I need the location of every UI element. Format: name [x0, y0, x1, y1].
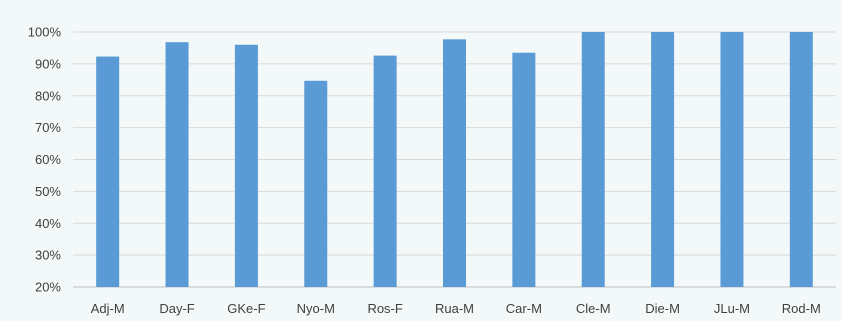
- bar-rua-m: [443, 39, 466, 287]
- x-tick-label: Day-F: [159, 301, 194, 316]
- bar-cle-m: [581, 32, 605, 287]
- bar-die-m: [651, 32, 675, 287]
- x-tick-label: JLu-M: [714, 301, 750, 316]
- y-tick-label: 90%: [35, 56, 61, 71]
- bar-rod-m: [789, 32, 813, 287]
- bar-car-m: [512, 52, 536, 287]
- x-tick-label: Adj-M: [91, 301, 125, 316]
- x-axis-ticks: Adj-M Day-F GKe-F Nyo-M Ros-F Rua-M Car-M Cle-M…: [91, 301, 821, 316]
- bar-day-f: [165, 42, 189, 288]
- bar-gke-f: [234, 44, 258, 287]
- y-tick-label: 80%: [35, 88, 61, 103]
- x-tick-label: Rua-M: [435, 301, 474, 316]
- x-tick-label: Rod-M: [782, 301, 821, 316]
- y-tick-label: 70%: [35, 120, 61, 135]
- y-tick-label: 20%: [35, 280, 61, 295]
- bar-nyo-m: [304, 80, 328, 287]
- y-axis-ticks: 20% 30% 40% 50% 60% 70% 80% 90% 100%: [28, 25, 62, 295]
- bar-ros-f: [373, 55, 397, 288]
- bar-adj-m: [96, 56, 120, 288]
- x-tick-label: GKe-F: [227, 301, 265, 316]
- x-tick-label: Car-M: [506, 301, 542, 316]
- x-tick-label: Nyo-M: [297, 301, 335, 316]
- y-tick-label: 60%: [35, 152, 61, 167]
- x-tick-label: Die-M: [645, 301, 680, 316]
- x-tick-label: Cle-M: [576, 301, 611, 316]
- y-tick-label: 40%: [35, 216, 61, 231]
- y-tick-label: 50%: [35, 184, 61, 199]
- y-tick-label: 30%: [35, 248, 61, 263]
- bar-jlu-m: [720, 32, 744, 287]
- bars: [96, 32, 813, 288]
- y-tick-label: 100%: [28, 25, 62, 40]
- x-tick-label: Ros-F: [367, 301, 402, 316]
